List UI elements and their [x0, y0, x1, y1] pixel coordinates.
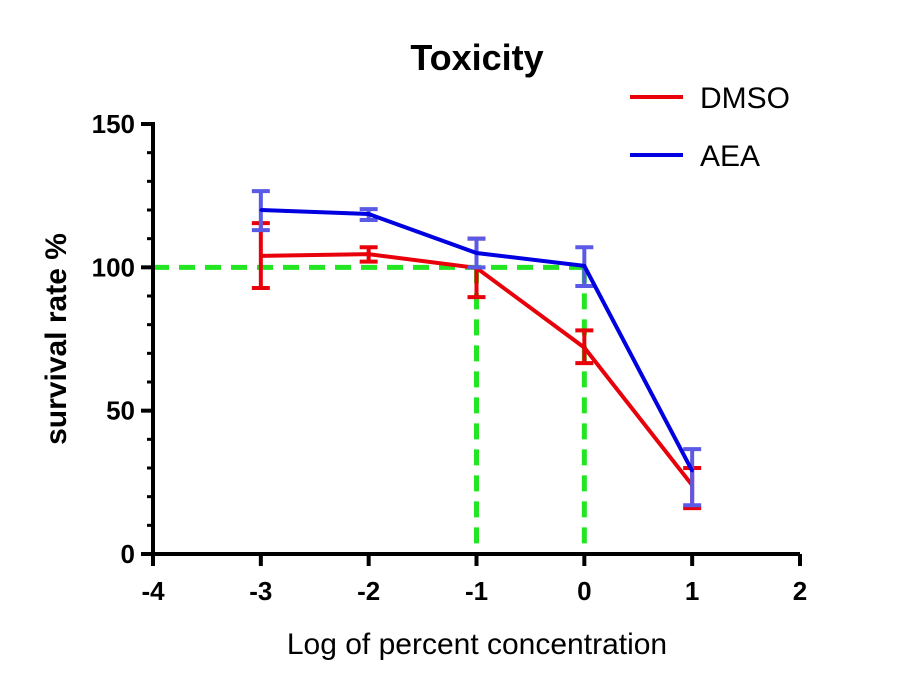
- data-point-aea: [690, 469, 694, 473]
- data-point-aea: [582, 264, 586, 268]
- y-axis-label: survival rate %: [40, 233, 73, 445]
- data-point-dmso: [582, 346, 586, 350]
- chart-title: Toxicity: [410, 37, 543, 78]
- x-tick-label: -1: [465, 576, 488, 606]
- x-tick-label: 0: [577, 576, 591, 606]
- data-point-aea: [259, 208, 263, 212]
- axes: -4 -3 -2 -1 0 1 2 0 50 100 150: [92, 109, 808, 606]
- reference-lines: [153, 264, 587, 554]
- series-group: [251, 189, 702, 511]
- y-tick-label: 50: [106, 396, 135, 426]
- legend-label-aea: AEA: [700, 140, 760, 173]
- legend: DMSO AEA: [630, 82, 790, 173]
- y-tick-label: 0: [121, 539, 135, 569]
- y-tick-label: 150: [92, 109, 135, 139]
- legend-label-dmso: DMSO: [700, 82, 790, 115]
- data-point-dmso: [259, 254, 263, 258]
- x-tick-label: 2: [793, 576, 807, 606]
- data-point-aea: [367, 212, 371, 216]
- x-tick-label: -4: [141, 576, 165, 606]
- x-axis-label: Log of percent concentration: [287, 628, 667, 661]
- x-tick-label: -3: [249, 576, 272, 606]
- data-point-dmso: [367, 252, 371, 256]
- x-tick-label: -2: [357, 576, 380, 606]
- y-tick-label: 100: [92, 252, 135, 282]
- x-tick-label: 1: [685, 576, 699, 606]
- data-point-aea: [475, 251, 478, 255]
